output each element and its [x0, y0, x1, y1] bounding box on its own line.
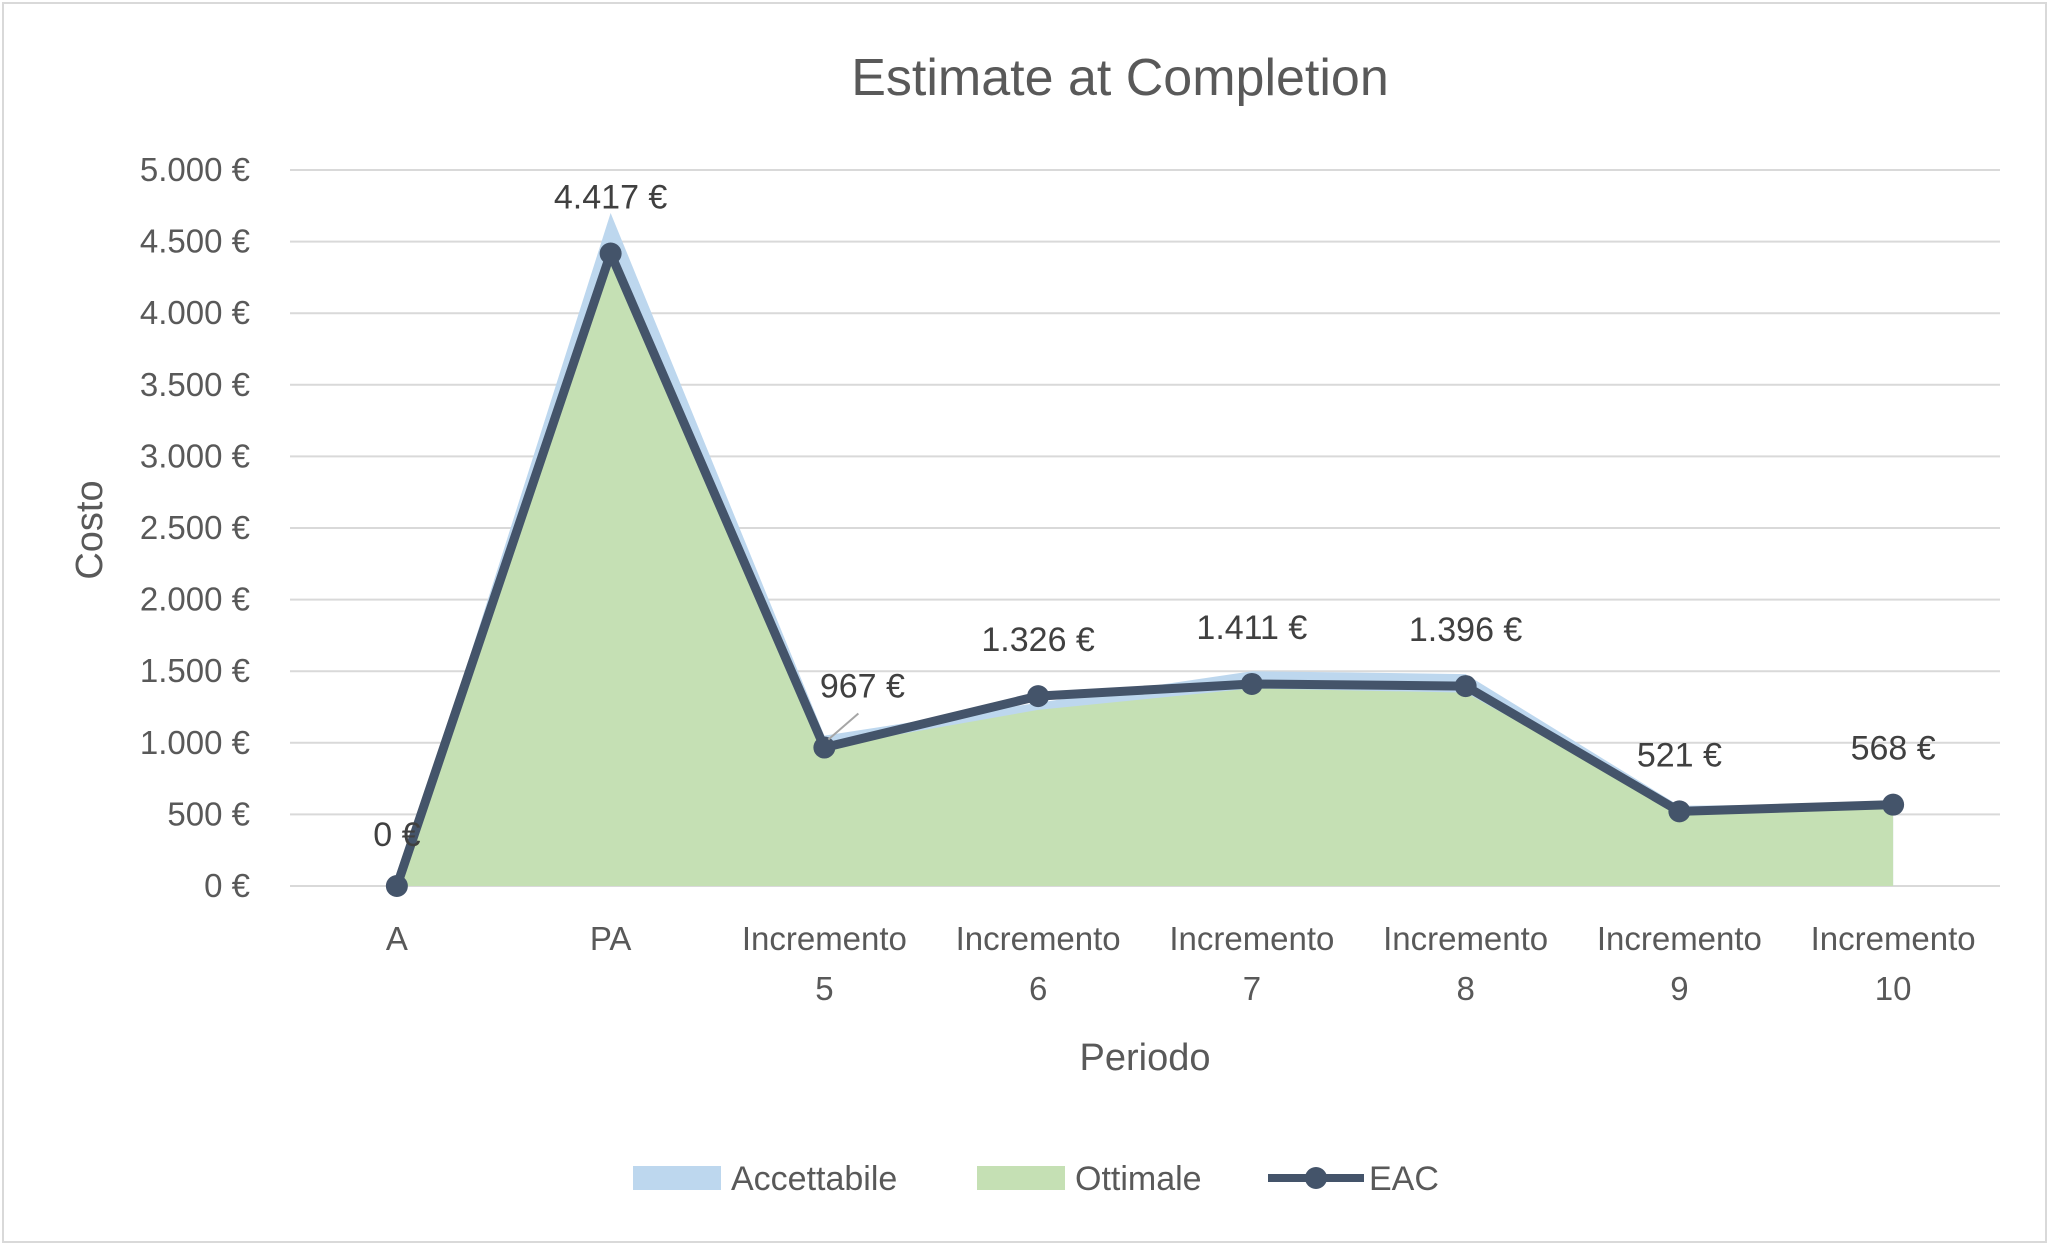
y-tick-label: 500 €	[167, 795, 250, 832]
y-tick-label: 2.000 €	[140, 581, 250, 618]
x-tick-label: Incremento 5	[742, 920, 907, 1007]
data-label-leader	[827, 712, 860, 741]
legend-label: EAC	[1369, 1160, 1439, 1198]
legend: Accettabile Ottimale EAC	[633, 1160, 1439, 1198]
legend-label: Accettabile	[731, 1160, 897, 1198]
y-tick-label: 1.000 €	[140, 724, 250, 761]
chart-title: Estimate at Completion	[851, 49, 1389, 107]
y-tick-label: 3.500 €	[140, 366, 250, 403]
y-axis-title: Costo	[69, 480, 111, 579]
x-tick-label: Incremento 9	[1597, 920, 1762, 1007]
eac-point	[813, 736, 836, 759]
legend-label: Ottimale	[1075, 1160, 1202, 1198]
x-tick-label: Incremento 6	[956, 920, 1121, 1007]
y-tick-label: 0 €	[204, 867, 250, 904]
y-tick-label: 3.000 €	[140, 437, 250, 474]
x-tick-label: PA	[590, 920, 632, 957]
data-label: 1.326 €	[981, 621, 1095, 659]
x-tick-label: Incremento 7	[1169, 920, 1334, 1007]
area-ottimale	[396, 253, 1894, 886]
eac-point	[1454, 675, 1477, 698]
x-tick-labels: A PA Incremento 5 Incremento 6 Incremento 7 Incr…	[386, 920, 1976, 1007]
y-tick-label: 1.500 €	[140, 652, 250, 689]
data-label: 568 €	[1851, 730, 1936, 768]
eac-line	[392, 248, 1894, 888]
eac-point	[1027, 685, 1050, 708]
legend-swatch-ottimale	[977, 1166, 1065, 1190]
eac-point	[385, 875, 408, 897]
data-label: 521 €	[1637, 736, 1722, 774]
data-label: 4.417 €	[554, 178, 668, 216]
eac-point	[599, 242, 622, 265]
eac-point	[1240, 672, 1263, 695]
eac-point	[1882, 793, 1905, 816]
y-tick-label: 2.500 €	[140, 509, 250, 546]
data-label: 0 €	[373, 816, 420, 854]
eac-line-series	[385, 242, 1905, 897]
x-tick-label: A	[386, 920, 408, 957]
x-tick-label: Incremento 10	[1811, 920, 1976, 1007]
data-label: 1.396 €	[1409, 611, 1523, 649]
data-labels: 0 € 4.417 € 967 € 1.326 € 1.411 € 1.396 € 521 …	[373, 178, 1936, 854]
x-axis-title: Periodo	[1080, 1037, 1211, 1079]
data-label: 967 €	[820, 668, 905, 706]
y-tick-label: 4.000 €	[140, 294, 250, 331]
data-label: 1.411 €	[1196, 609, 1307, 647]
legend-swatch-accettabile	[633, 1166, 721, 1190]
y-tick-label: 5.000 €	[140, 151, 250, 188]
eac-point	[1668, 800, 1691, 823]
y-tick-label: 4.500 €	[140, 223, 250, 260]
y-tick-labels: 0 € 500 € 1.000 € 1.500 € 2.000 € 2.500 € 3.00…	[140, 151, 250, 904]
x-tick-label: Incremento 8	[1383, 920, 1548, 1007]
legend-swatch-marker	[1305, 1167, 1327, 1189]
